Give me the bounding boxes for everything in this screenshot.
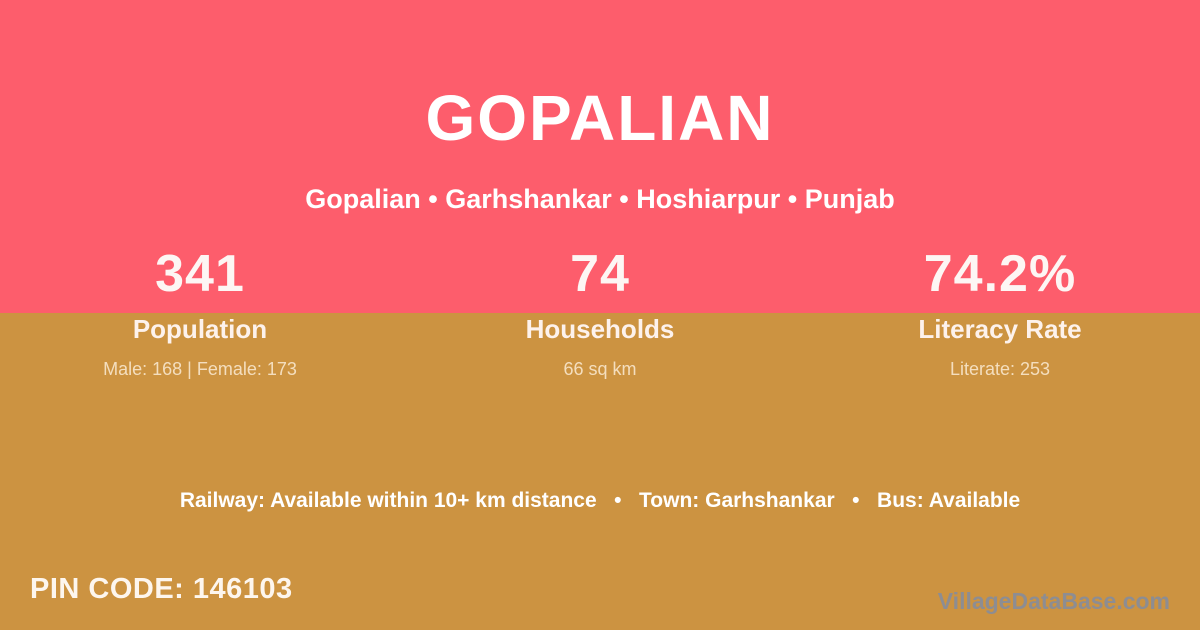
gold-body-background <box>0 313 1200 630</box>
stat-population: 341 Population Male: 168 | Female: 173 <box>0 247 400 378</box>
households-value: 74 <box>570 245 630 303</box>
population-label: Population <box>132 313 268 344</box>
pink-header-background <box>0 0 1200 313</box>
households-label: Households <box>525 313 675 344</box>
pin-code-label: PIN CODE: 146103 <box>30 573 293 605</box>
transport-info-line: Railway: Available within 10+ km distanc… <box>179 489 1021 512</box>
village-title: GOPALIAN <box>425 82 775 154</box>
stat-households: 74 Households 66 sq km <box>400 247 800 378</box>
site-watermark: VillageDataBase.com <box>937 588 1170 614</box>
stats-row: 341 Population Male: 168 | Female: 173 7… <box>0 247 1200 378</box>
literacy-label: Literacy Rate <box>918 313 1082 344</box>
stat-literacy: 74.2% Literacy Rate Literate: 253 <box>800 247 1200 378</box>
population-detail: Male: 168 | Female: 173 <box>103 358 297 379</box>
location-breadcrumb: Gopalian • Garhshankar • Hoshiarpur • Pu… <box>305 184 895 214</box>
population-value: 341 <box>155 245 245 303</box>
literacy-value: 74.2% <box>923 245 1077 303</box>
households-detail: 66 sq km <box>563 358 637 379</box>
literacy-detail: Literate: 253 <box>949 358 1051 379</box>
